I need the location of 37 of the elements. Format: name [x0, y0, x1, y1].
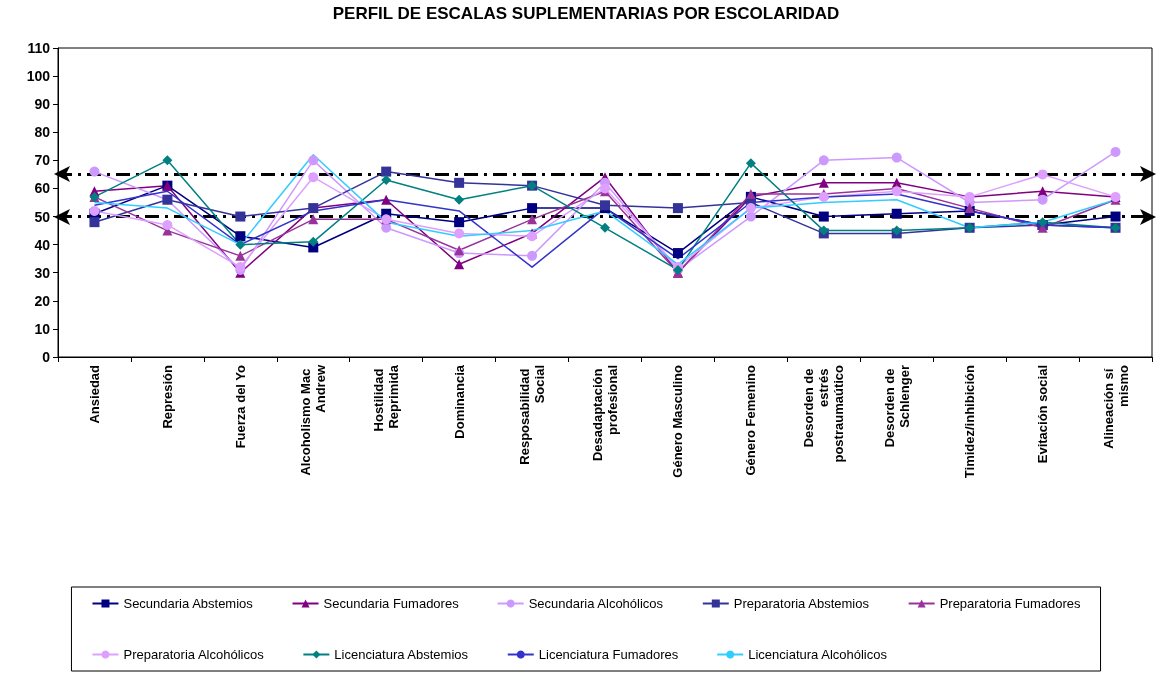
- legend-label: Preparatoria Alcohólicos: [123, 647, 265, 662]
- y-tick-label: 110: [27, 40, 51, 56]
- legend-label: Preparatoria Abstemios: [733, 596, 870, 611]
- legend-label: Preparatoria Fumadores: [939, 596, 1082, 611]
- x-tick-label: Represión: [159, 364, 175, 429]
- legend-label: Secundaria Fumadores: [323, 596, 460, 611]
- x-tick-label: Evitación social: [1035, 365, 1051, 464]
- legend-label: Secundaria Alcohólicos: [528, 596, 664, 611]
- chart-title: PERFIL DE ESCALAS SUPLEMENTARIAS POR ESCOLARIDAD: [332, 4, 840, 23]
- legend-label: Licenciatura Alcohólicos: [748, 647, 888, 662]
- y-tick-label: 30: [34, 264, 51, 281]
- x-tick-label: Resposabilidad Social: [517, 365, 548, 465]
- y-tick-label: 20: [34, 292, 51, 309]
- legend-label: Licenciatura Abstemios: [334, 647, 469, 662]
- x-tick-label: Timidez/inhibición: [962, 364, 978, 479]
- x-tick-label: Desorden de Schlenger: [881, 365, 912, 448]
- x-tick-label: Género Femenino: [743, 364, 759, 476]
- x-tick-label: Alineación sí mismo: [1100, 364, 1131, 449]
- x-tick-label: Desadaptación profesional: [590, 365, 620, 462]
- y-tick-label: 80: [34, 124, 51, 141]
- legend-label: Secundaria Abstemios: [123, 596, 254, 611]
- x-tick-label: Ansiedad: [86, 364, 102, 424]
- x-tick-label: Dominancia: [451, 364, 467, 439]
- y-tick-label: 60: [34, 180, 51, 197]
- x-tick-label: Alcoholismo Mac Andrew: [298, 364, 329, 476]
- y-tick-label: 50: [34, 208, 51, 225]
- legend-label: Licenciatura Fumadores: [538, 647, 679, 662]
- y-tick-label: 10: [34, 320, 51, 337]
- x-tick-label: Género Masculino: [670, 364, 686, 478]
- x-tick-label: Hostilidad Reprimida: [371, 364, 402, 432]
- x-tick-label: Fuerza del Yo: [232, 364, 248, 449]
- y-tick-label: 90: [34, 96, 51, 113]
- y-tick-label: 70: [34, 152, 51, 169]
- y-tick-label: 40: [34, 236, 51, 253]
- y-tick-label: 0: [42, 349, 51, 365]
- x-tick-label: Desorden de estrés postraumaútico: [801, 364, 847, 463]
- y-tick-label: 100: [26, 68, 51, 85]
